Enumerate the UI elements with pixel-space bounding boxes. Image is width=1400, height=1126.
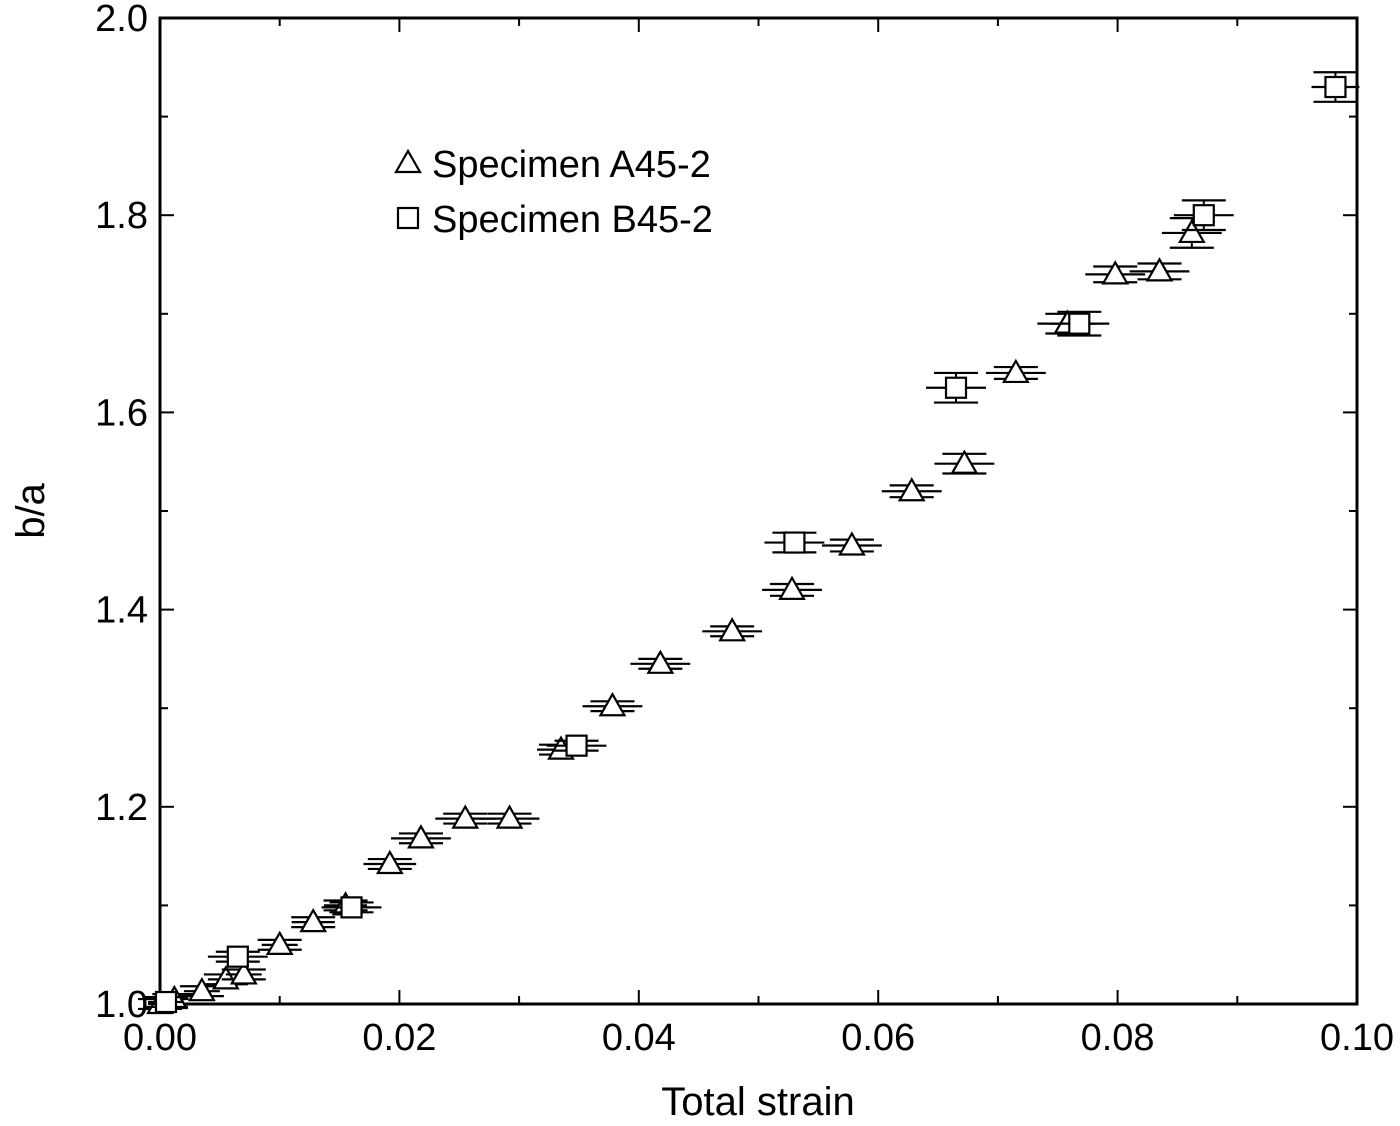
data-point: [762, 575, 822, 600]
plot-frame: [158, 16, 1359, 1006]
x-axis-title: Total strain: [661, 1080, 854, 1121]
data-point: [291, 907, 336, 933]
data-point: [764, 531, 825, 554]
data-point: [479, 804, 540, 829]
square-marker: [1324, 75, 1347, 99]
data-point: [363, 849, 417, 875]
legend-label-b45-2: Specimen B45-2: [432, 199, 713, 241]
data-point: [1049, 310, 1110, 337]
legend-triangle-shape: [394, 148, 422, 174]
triangle-marker: [718, 617, 747, 642]
data-point: [985, 358, 1046, 384]
triangle-marker: [598, 692, 627, 717]
data-point: [207, 945, 268, 968]
triangle-marker: [1177, 218, 1206, 244]
square-marker: [1068, 312, 1091, 335]
y-tick-label: 1.8: [95, 195, 148, 237]
square-marker: [783, 531, 806, 554]
data-point: [881, 477, 942, 502]
data-point: [582, 692, 643, 717]
triangle-marker: [778, 575, 806, 600]
y-tick-label: 1.4: [95, 590, 148, 632]
triangle-marker: [299, 907, 328, 933]
y-tick-label: 2.0: [95, 0, 148, 40]
data-point: [702, 617, 763, 642]
square-marker: [1192, 204, 1215, 227]
triangle-marker: [407, 824, 435, 849]
square-marker: [154, 990, 178, 1014]
data-point: [926, 371, 986, 404]
triangle-marker: [837, 531, 866, 556]
data-point: [1311, 71, 1360, 103]
x-tick-label: 0.08: [1081, 1017, 1155, 1059]
x-tick-label: 0.02: [362, 1017, 436, 1059]
x-tick-label: 0.10: [1320, 1017, 1394, 1059]
square-marker: [226, 945, 249, 968]
x-tick-label: 0.04: [602, 1017, 676, 1059]
data-point: [321, 896, 382, 919]
square-marker: [340, 896, 363, 919]
triangle-marker: [646, 649, 675, 674]
triangle-marker: [1001, 358, 1030, 384]
data-point: [257, 930, 302, 955]
triangle-marker: [265, 930, 294, 955]
axis-ticks: 0.00 0.02 0.04 0.06 0.08 0.10 1.0 1.2 1.4 1.6 1.8 2…: [95, 0, 1394, 1059]
legend-square-shape: [396, 206, 420, 230]
y-tick-label: 1.6: [95, 392, 148, 434]
triangle-marker: [1101, 260, 1130, 285]
square-marker: [944, 376, 968, 399]
legend-label-a45-2: Specimen A45-2: [432, 144, 711, 186]
triangle-marker: [451, 804, 480, 829]
triangle-marker: [1145, 257, 1174, 282]
data-points: [138, 71, 1360, 1015]
data-point: [1129, 257, 1190, 282]
data-point: [934, 449, 995, 475]
triangle-marker: [495, 804, 524, 829]
series-b45-2: [143, 71, 1360, 1014]
triangle-marker: [897, 477, 926, 502]
x-tick-label: 0.00: [123, 1017, 197, 1059]
data-point: [1161, 217, 1222, 249]
triangle-marker: [187, 976, 216, 1002]
data-point: [221, 960, 266, 985]
legend: Specimen A45-2 Specimen B45-2: [394, 144, 713, 241]
data-point: [630, 649, 691, 674]
triangle-marker: [229, 960, 258, 985]
data-point: [1173, 199, 1234, 232]
square-marker: [565, 734, 588, 757]
data-point: [546, 734, 607, 757]
legend-square-marker: [396, 206, 420, 230]
x-tick-label: 0.06: [841, 1017, 915, 1059]
legend-triangle-marker: [394, 148, 422, 174]
series-a45-2: [138, 217, 1222, 1015]
legend-entry-a45-2: Specimen A45-2: [394, 144, 711, 186]
data-point: [1085, 260, 1146, 285]
triangle-marker: [375, 849, 404, 875]
legend-entry-b45-2: Specimen B45-2: [396, 199, 713, 241]
y-tick-label: 1.0: [95, 984, 148, 1026]
data-point: [179, 976, 224, 1002]
data-point: [143, 990, 188, 1014]
data-point: [435, 804, 496, 829]
y-axis-title: b/a: [9, 482, 53, 538]
triangle-marker: [950, 449, 979, 474]
data-point: [821, 531, 882, 556]
data-point: [391, 824, 451, 849]
y-tick-label: 1.2: [95, 787, 148, 829]
